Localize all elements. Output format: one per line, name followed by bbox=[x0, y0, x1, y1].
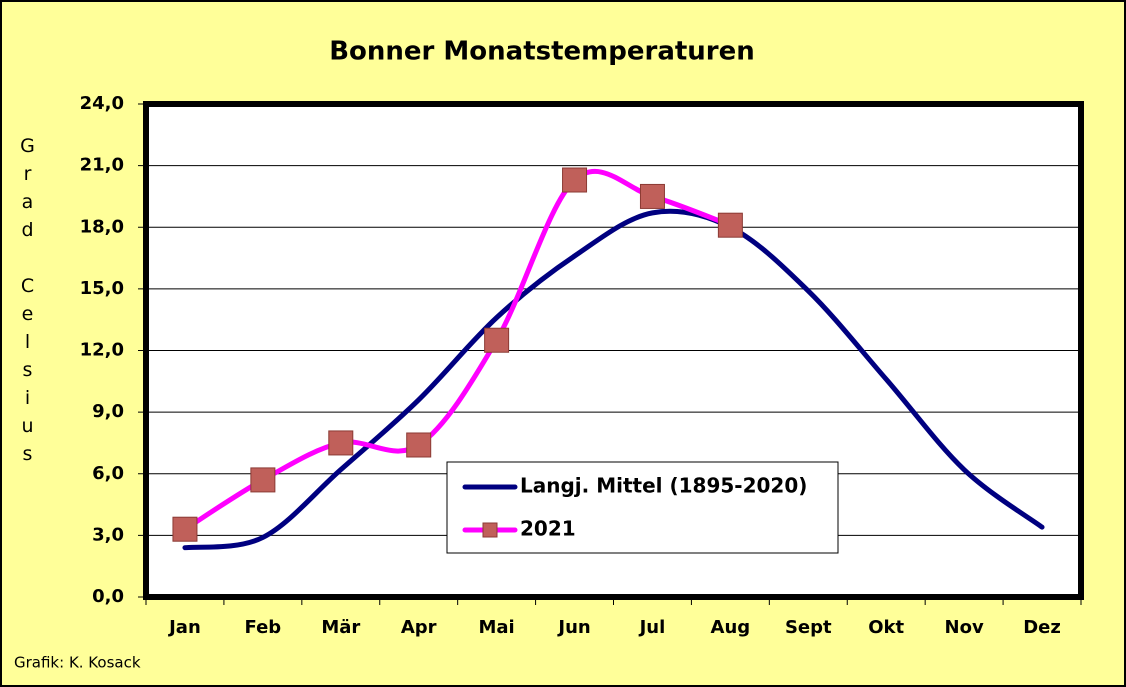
x-tick-label: Jul bbox=[638, 617, 666, 638]
x-tick-label: Nov bbox=[945, 617, 984, 638]
y-tick-label: 15,0 bbox=[80, 278, 124, 299]
marker bbox=[484, 327, 510, 353]
legend-label: Langj. Mittel (1895-2020) bbox=[520, 474, 807, 498]
y-tick-label: 9,0 bbox=[92, 401, 124, 422]
series-line bbox=[182, 208, 1045, 551]
chart-title: Bonner Monatstemperaturen bbox=[329, 37, 755, 67]
footer: Grafik: K. Kosack bbox=[14, 654, 141, 672]
marker bbox=[172, 516, 198, 542]
plot-frame bbox=[143, 101, 1084, 600]
marker bbox=[328, 430, 354, 456]
legend-marker bbox=[482, 522, 498, 538]
x-tick-label: Dez bbox=[1023, 617, 1061, 638]
y-tick-label: 6,0 bbox=[92, 463, 124, 484]
y-tick-label: 0,0 bbox=[92, 586, 124, 607]
x-tick-label: Sept bbox=[785, 617, 832, 638]
x-tick-label: Mai bbox=[479, 617, 515, 638]
marker bbox=[639, 183, 665, 209]
series-line bbox=[182, 168, 733, 532]
x-tick-label: Mär bbox=[321, 617, 360, 638]
marker bbox=[717, 212, 743, 238]
legend-label: 2021 bbox=[520, 517, 576, 541]
legend-box bbox=[446, 461, 839, 554]
marker bbox=[406, 432, 432, 458]
marker bbox=[250, 467, 276, 493]
y-tick-label: 18,0 bbox=[80, 216, 124, 237]
x-tick-label: Okt bbox=[868, 617, 904, 638]
y-tick-label: 21,0 bbox=[80, 155, 124, 176]
x-tick-label: Apr bbox=[401, 617, 437, 638]
x-tick-label: Jun bbox=[556, 617, 590, 638]
y-tick-label: 3,0 bbox=[92, 524, 124, 545]
y-axis-label: Grad Celsius bbox=[17, 135, 39, 471]
legend: Langj. Mittel (1895-2020) 2021 bbox=[446, 461, 839, 554]
y-tick-label: 12,0 bbox=[80, 340, 124, 361]
y-tick-label: 24,0 bbox=[80, 93, 124, 114]
marker bbox=[562, 167, 588, 193]
x-tick-label: Aug bbox=[711, 617, 751, 638]
x-tick-label: Jan bbox=[167, 617, 201, 638]
x-tick-label: Feb bbox=[245, 617, 282, 638]
